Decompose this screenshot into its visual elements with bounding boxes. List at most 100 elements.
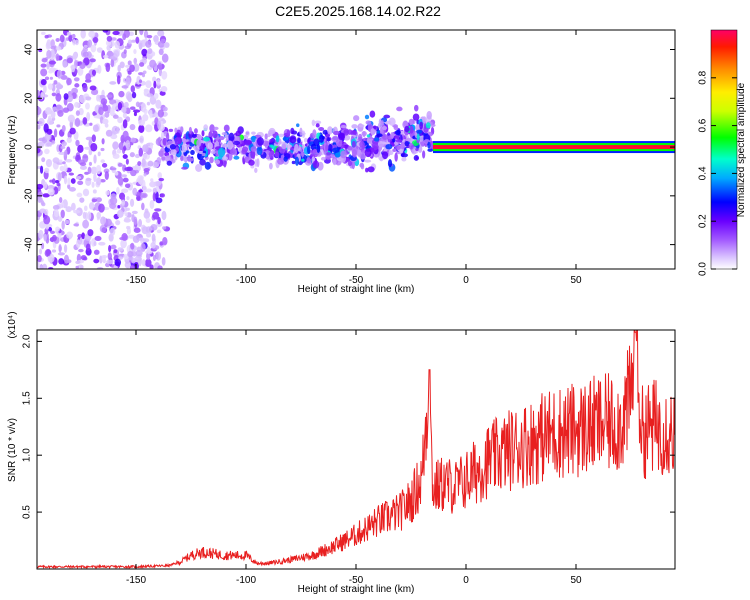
heatmap-blob bbox=[66, 57, 73, 64]
heatmap-blob bbox=[106, 94, 113, 98]
heatmap-blob bbox=[188, 126, 193, 135]
heatmap-blob bbox=[415, 147, 419, 152]
heatmap-blob bbox=[92, 189, 97, 194]
heatmap-blob bbox=[151, 233, 156, 242]
heatmap-blob bbox=[201, 130, 205, 137]
heatmap-blob bbox=[102, 118, 109, 125]
heatmap-blob bbox=[75, 110, 80, 116]
heatmap-blob bbox=[337, 132, 346, 141]
heatmap-blob bbox=[116, 75, 121, 85]
heatmap-blob bbox=[80, 30, 86, 39]
heatmap-blob bbox=[130, 85, 136, 93]
heatmap-blob bbox=[409, 125, 414, 134]
heatmap-blob bbox=[114, 171, 119, 176]
spectrogram-y-tick-label: -40 bbox=[24, 237, 35, 252]
heatmap-blob bbox=[117, 102, 123, 111]
heatmap-blob bbox=[403, 120, 408, 127]
heatmap-blob bbox=[316, 143, 321, 154]
heatmap-blob bbox=[87, 229, 94, 237]
spectrogram-heatmap bbox=[37, 30, 675, 269]
heatmap-blob bbox=[157, 265, 163, 269]
heatmap-blob bbox=[61, 124, 66, 133]
heatmap-blob bbox=[194, 128, 198, 134]
heatmap-blob bbox=[94, 235, 102, 242]
heatmap-blob bbox=[45, 158, 53, 168]
heatmap-blob bbox=[335, 152, 341, 158]
heatmap-blob bbox=[419, 121, 424, 130]
heatmap-blob bbox=[62, 161, 66, 165]
heatmap-blob bbox=[416, 129, 423, 134]
heatmap-blob bbox=[414, 104, 419, 112]
heatmap-blob bbox=[65, 159, 73, 163]
heatmap-blob bbox=[106, 45, 111, 51]
heatmap-blob bbox=[64, 149, 68, 157]
heatmap-blob bbox=[427, 148, 434, 152]
heatmap-blob bbox=[79, 197, 85, 203]
snr-x-label: Height of straight line (km) bbox=[298, 584, 415, 595]
heatmap-blob bbox=[364, 114, 370, 120]
heatmap-blob bbox=[50, 230, 55, 235]
heatmap-blob bbox=[141, 48, 148, 57]
heatmap-blob bbox=[378, 143, 385, 148]
snr-y-tick-label: 1.0 bbox=[22, 448, 33, 462]
heatmap-blob bbox=[312, 148, 317, 155]
heatmap-blob bbox=[82, 84, 88, 92]
heatmap-blob bbox=[68, 34, 73, 42]
heatmap-blob bbox=[147, 48, 153, 55]
snr-y-ticks: 0.5 1.0 1.5 2.0 bbox=[22, 334, 675, 519]
heatmap-blob bbox=[395, 129, 401, 136]
heatmap-blob bbox=[105, 63, 111, 73]
heatmap-blob bbox=[98, 203, 105, 213]
heatmap-blob bbox=[167, 140, 174, 145]
heatmap-blob bbox=[41, 242, 45, 250]
heatmap-blob bbox=[385, 143, 393, 150]
heatmap-blob bbox=[63, 163, 68, 173]
heatmap-blob bbox=[127, 250, 134, 258]
heatmap-blob bbox=[248, 159, 255, 166]
heatmap-blob bbox=[404, 125, 410, 133]
heatmap-blob bbox=[67, 114, 75, 123]
heatmap-blob bbox=[63, 93, 69, 100]
heatmap-blob bbox=[117, 205, 121, 209]
heatmap-blob bbox=[297, 137, 301, 144]
heatmap-blob bbox=[131, 39, 136, 43]
heatmap-blob bbox=[60, 145, 66, 149]
heatmap-blob bbox=[157, 41, 165, 48]
heatmap-blob bbox=[114, 40, 120, 49]
heatmap-blob bbox=[143, 168, 150, 172]
heatmap-blob bbox=[47, 83, 54, 90]
heatmap-blob bbox=[71, 33, 76, 39]
heatmap-blob bbox=[157, 109, 165, 118]
heatmap-blob bbox=[256, 137, 264, 146]
heatmap-blob bbox=[68, 187, 76, 192]
heatmap-blob bbox=[138, 147, 144, 157]
heatmap-blob bbox=[53, 128, 58, 138]
heatmap-blob bbox=[62, 60, 68, 68]
heatmap-blob bbox=[130, 137, 137, 143]
heatmap-blob bbox=[141, 202, 145, 211]
heatmap-blob bbox=[109, 107, 115, 117]
heatmap-blob bbox=[358, 124, 365, 128]
heatmap-blob bbox=[72, 39, 76, 46]
heatmap-blob bbox=[138, 79, 143, 84]
heatmap-blob bbox=[335, 137, 343, 148]
heatmap-blob bbox=[48, 60, 57, 65]
heatmap-blob bbox=[303, 137, 308, 143]
heatmap-tone-core bbox=[433, 145, 675, 150]
colorbar-tick-label: 0.4 bbox=[698, 166, 709, 180]
heatmap-blob bbox=[137, 257, 142, 267]
heatmap-blob bbox=[340, 125, 347, 129]
heatmap-blob bbox=[37, 183, 44, 190]
heatmap-blob bbox=[109, 81, 117, 85]
heatmap-blob bbox=[108, 244, 112, 253]
heatmap-blob bbox=[121, 174, 128, 178]
heatmap-blob bbox=[161, 70, 168, 80]
heatmap-blob bbox=[149, 181, 157, 188]
heatmap-blob bbox=[133, 227, 141, 233]
heatmap-blob bbox=[38, 229, 44, 240]
heatmap-blob bbox=[370, 128, 376, 136]
heatmap-blob bbox=[141, 73, 146, 78]
snr-x-tick-label: -150 bbox=[126, 575, 146, 586]
heatmap-blob bbox=[332, 158, 337, 166]
heatmap-blob bbox=[357, 133, 363, 143]
